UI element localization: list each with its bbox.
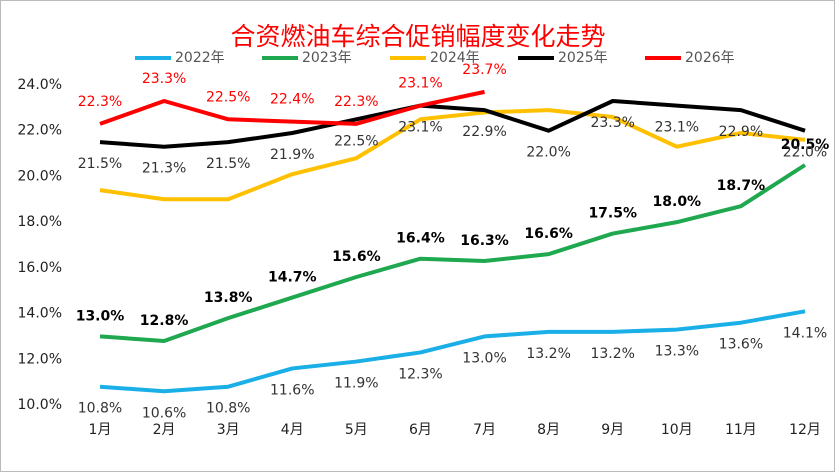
data-label: 23.7% [462, 62, 506, 78]
data-label: 13.2% [590, 346, 634, 362]
data-label: 21.5% [206, 156, 250, 172]
x-tick-label: 4月 [281, 422, 304, 438]
data-label: 23.3% [142, 71, 186, 87]
x-tick-label: 11月 [725, 422, 757, 438]
x-tick-label: 3月 [217, 422, 240, 438]
y-tick-label: 20.0% [18, 168, 62, 184]
data-label: 10.8% [206, 401, 250, 417]
data-label: 16.3% [460, 233, 509, 249]
series-line [99, 89, 485, 126]
x-tick-label: 5月 [345, 422, 368, 438]
x-tick-label: 12月 [789, 422, 821, 438]
data-label: 14.1% [783, 325, 827, 341]
data-label: 18.0% [653, 194, 702, 210]
legend-label: 2022年 [175, 50, 225, 66]
legend-label: 2025年 [558, 50, 608, 66]
data-label: 12.3% [398, 366, 442, 382]
y-tick-label: 16.0% [18, 260, 62, 276]
data-label: 22.3% [78, 94, 122, 110]
data-label: 18.7% [717, 178, 766, 194]
x-tick-label: 1月 [89, 422, 112, 438]
data-label: 10.8% [78, 401, 122, 417]
data-label: 10.6% [142, 405, 186, 421]
data-label: 13.3% [655, 344, 699, 360]
data-label: 21.3% [142, 161, 186, 177]
y-tick-label: 14.0% [18, 306, 62, 322]
data-label: 22.5% [334, 133, 378, 149]
x-tick-label: 7月 [473, 422, 496, 438]
legend-label: 2024年 [430, 50, 480, 66]
data-label: 22.9% [719, 124, 763, 140]
data-label: 14.7% [268, 270, 317, 286]
legend-label: 2023年 [302, 50, 352, 66]
data-label: 23.1% [398, 76, 442, 92]
data-label: 22.5% [206, 89, 250, 105]
data-label: 22.0% [783, 145, 827, 161]
y-tick-label: 10.0% [18, 397, 62, 413]
data-label: 16.6% [524, 226, 573, 242]
y-tick-label: 18.0% [18, 214, 62, 230]
x-tick-label: 10月 [661, 422, 693, 438]
data-label: 20.5% [781, 137, 830, 153]
data-label: 22.0% [526, 145, 570, 161]
data-label: 22.3% [334, 94, 378, 110]
series-line [99, 163, 807, 343]
data-label: 13.0% [462, 350, 506, 366]
series-line [99, 99, 806, 149]
chart-title: 合资燃油车综合促销幅度变化走势 [230, 22, 605, 51]
data-label: 15.6% [332, 249, 381, 265]
data-label: 11.9% [334, 376, 378, 392]
data-label: 22.9% [462, 124, 506, 140]
series-line [99, 108, 806, 202]
data-label: 12.8% [140, 313, 189, 329]
data-label: 17.5% [588, 206, 637, 222]
data-label: 23.3% [590, 115, 634, 131]
y-tick-label: 12.0% [18, 351, 62, 367]
data-label: 23.1% [655, 120, 699, 136]
data-label: 13.2% [526, 346, 570, 362]
data-label: 11.6% [270, 382, 314, 398]
series-line [99, 309, 806, 394]
data-label: 13.6% [719, 337, 763, 353]
y-tick-label: 22.0% [18, 123, 62, 139]
legend-label: 2026年 [685, 50, 735, 66]
data-label: 21.9% [270, 147, 314, 163]
x-tick-label: 6月 [409, 422, 432, 438]
y-tick-label: 24.0% [18, 77, 62, 93]
data-label: 13.8% [204, 290, 253, 306]
data-label: 21.5% [78, 156, 122, 172]
data-label: 13.0% [76, 308, 125, 324]
x-tick-label: 2月 [153, 422, 176, 438]
x-tick-label: 9月 [601, 422, 624, 438]
data-label: 22.4% [270, 92, 314, 108]
data-label: 23.1% [398, 120, 442, 136]
data-label: 16.4% [396, 231, 445, 247]
x-tick-label: 8月 [537, 422, 560, 438]
